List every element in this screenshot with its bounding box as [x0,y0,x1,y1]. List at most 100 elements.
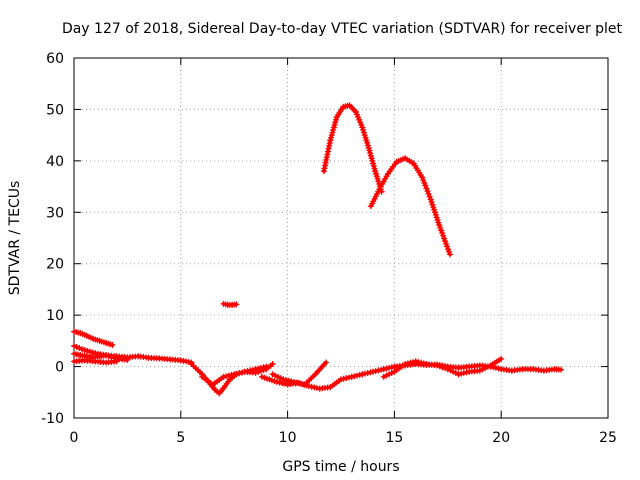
data-point-marker [233,370,240,377]
data-point-marker [495,365,502,372]
data-point-marker [348,373,355,380]
series-arc-c [71,343,131,363]
data-point-marker [364,370,371,376]
x-tick-label: 5 [176,430,185,446]
data-point-marker [277,375,284,382]
data-point-marker [295,380,302,387]
data-point-marker [124,356,131,363]
data-point-marker [297,380,304,387]
data-point-marker [323,359,330,366]
data-point-marker [410,359,417,366]
data-point-marker [437,224,444,231]
plot-frame [73,57,609,419]
data-point-marker [356,371,363,378]
data-point-marker [372,368,379,375]
data-point-marker [441,235,448,242]
data-point-marker [252,369,259,376]
data-point-marker [412,358,419,365]
data-point-marker [444,243,451,250]
data-point-marker [442,365,449,372]
data-point-marker [482,365,489,372]
data-point-marker [282,377,289,384]
data-point-marker [269,361,276,367]
series-arc-k [320,102,385,195]
data-point-marker [274,373,281,380]
data-point-marker [308,383,315,390]
data-point-marker [375,367,382,374]
data-point-marker [492,364,499,371]
data-point-marker [418,359,425,366]
data-point-marker [89,349,96,356]
x-tick-label: 10 [279,430,297,446]
data-point-marker [281,380,288,387]
y-tick-label: 60 [46,51,64,67]
data-point-marker [439,364,446,371]
data-point-marker [445,248,452,255]
data-point-marker [71,343,77,349]
y-tick-label: 0 [55,360,64,376]
data-point-marker [479,366,486,373]
data-point-marker [407,359,414,366]
chart-title: Day 127 of 2018, Sidereal Day-to-day VTE… [62,21,623,37]
data-point-marker [346,374,353,381]
data-point-marker [388,370,395,376]
data-point-marker [343,375,350,382]
data-point-marker [359,371,366,378]
data-point-marker [279,380,286,387]
data-point-marker [109,341,116,348]
data-point-marker [236,370,243,376]
data-point-marker [87,348,94,355]
data-point-marker [103,352,110,359]
x-tick-label: 15 [385,430,403,446]
data-point-marker [446,251,453,258]
y-tick-label: 10 [46,308,64,324]
data-point-marker [257,367,264,374]
series-arc-f [199,361,276,388]
data-point-marker [426,193,433,200]
x-axis-label: GPS time / hours [282,459,399,475]
data-point-marker [388,364,395,371]
data-point-marker [228,371,235,378]
data-point-marker [73,344,80,351]
y-tick-label: -10 [41,411,64,427]
data-point-marker [260,367,267,374]
data-point-marker [440,232,447,239]
y-tick-label: 20 [46,257,64,273]
data-point-marker [404,360,411,367]
data-point-marker [313,385,320,392]
data-point-marker [81,347,88,354]
data-point-marker [402,361,409,367]
data-point-marker [452,370,459,376]
data-point-marker [458,370,465,377]
data-point-marker [439,230,446,237]
data-point-marker [421,179,428,186]
data-point-marker [442,238,449,245]
series-arc-g [220,300,240,308]
data-point-marker [79,346,86,353]
data-point-marker [84,347,91,354]
data-point-marker [105,353,112,360]
data-point-marker [424,188,431,195]
data-point-marker [444,366,451,373]
data-point-marker [444,246,451,253]
data-point-marker [276,379,283,386]
data-point-marker [484,363,491,370]
data-point-marker [113,358,120,365]
data-point-marker [415,359,422,366]
data-point-marker [558,366,565,373]
data-point-marker [422,182,429,189]
data-point-marker [269,371,276,378]
data-point-marker [223,373,230,380]
data-point-marker [255,368,262,375]
x-tick-label: 0 [70,430,79,446]
data-point-marker [305,383,312,390]
series-arc-d [71,357,120,366]
axis-ticks: 0 5 10 15 20 25 -10 0 10 20 30 40 50 60 [41,51,617,446]
data-point-marker [311,384,318,391]
data-point-marker [354,372,361,379]
data-point-marker [447,367,454,374]
x-tick-label: 20 [492,430,510,446]
data-point-marker [76,345,83,352]
data-point-marker [423,185,430,192]
